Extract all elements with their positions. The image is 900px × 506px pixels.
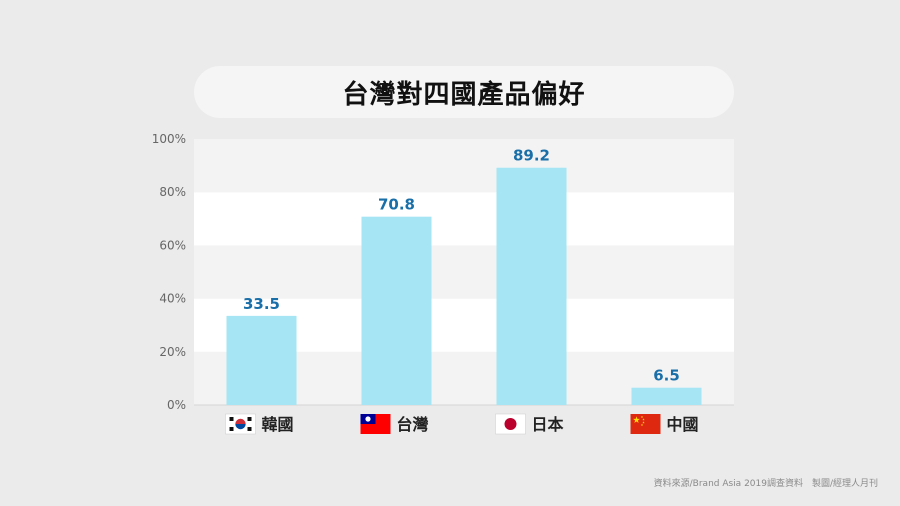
- bar: [496, 167, 567, 405]
- grid-band: [194, 192, 734, 246]
- grid-band: [194, 139, 734, 193]
- korea-flag-icon: [225, 413, 256, 435]
- y-tick-label: 20%: [159, 345, 186, 359]
- y-tick-label: 0%: [167, 398, 186, 412]
- y-tick-label: 80%: [159, 185, 186, 199]
- bar: [226, 315, 297, 405]
- source-note: 資料來源/Brand Asia 2019調查資料 製圖/經理人月刊: [653, 479, 878, 489]
- y-tick-label: 40%: [159, 292, 186, 306]
- taiwan-flag-icon: [360, 414, 391, 434]
- category-label: 台灣: [397, 415, 429, 434]
- bar: [631, 387, 702, 405]
- bar: [361, 216, 432, 405]
- y-tick-label: 60%: [159, 238, 186, 252]
- data-label: 89.2: [513, 147, 550, 165]
- category-label: 韓國: [262, 415, 294, 434]
- japan-flag-icon: [495, 413, 526, 435]
- grid-band: [194, 245, 734, 299]
- category-label: 日本: [532, 415, 564, 434]
- category-label: 中國: [667, 415, 699, 434]
- y-tick-label: 100%: [152, 132, 186, 146]
- data-label: 33.5: [243, 295, 280, 313]
- data-label: 6.5: [653, 367, 680, 385]
- chart-title: 台灣對四國產品偏好: [342, 79, 586, 110]
- china-flag-icon: [630, 414, 661, 434]
- data-label: 70.8: [378, 196, 415, 214]
- chart-title-pill: 台灣對四國產品偏好: [194, 66, 734, 118]
